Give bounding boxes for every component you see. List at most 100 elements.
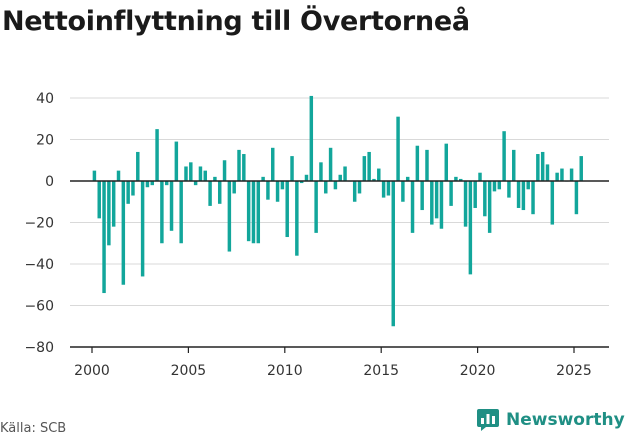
- bar: [352, 181, 357, 202]
- bar: [116, 170, 121, 181]
- bar: [251, 181, 256, 244]
- source-label: Källa: SCB: [0, 421, 67, 436]
- y-tick-label: −80: [24, 340, 54, 356]
- bar: [242, 154, 246, 181]
- bar: [140, 181, 145, 277]
- y-tick-label: −60: [24, 299, 54, 315]
- bar: [396, 116, 400, 181]
- bar: [314, 181, 318, 233]
- bar: [478, 172, 482, 181]
- bar: [516, 181, 521, 208]
- bar: [574, 181, 579, 215]
- bar: [555, 172, 559, 181]
- bar: [121, 181, 126, 285]
- bar: [497, 181, 502, 190]
- chart-title: Nettoinflyttning till Övertorneå: [2, 6, 470, 37]
- bar: [372, 178, 376, 181]
- bar: [136, 151, 140, 181]
- bar: [266, 181, 270, 200]
- bar: [463, 181, 468, 227]
- x-tick-label: 2020: [460, 363, 496, 379]
- bar: [150, 181, 154, 186]
- bar: [579, 156, 583, 181]
- bar: [232, 181, 236, 194]
- brand-logo: Newsworthy: [476, 408, 625, 432]
- bar: [246, 181, 251, 242]
- bar: [198, 166, 203, 181]
- bar: [285, 181, 289, 238]
- bar: [531, 181, 535, 215]
- bar: [131, 181, 135, 196]
- bar: [405, 176, 410, 181]
- bar: [304, 174, 309, 181]
- bar: [367, 151, 371, 181]
- bar: [473, 181, 477, 208]
- bar: [526, 181, 530, 190]
- bar: [217, 181, 222, 204]
- bar: [410, 181, 415, 233]
- bar: [391, 181, 395, 327]
- bar: [295, 181, 299, 256]
- bar: [420, 181, 424, 211]
- bar: [401, 181, 405, 202]
- bar: [362, 156, 367, 181]
- bar: [155, 129, 159, 181]
- bar: [102, 181, 106, 294]
- bar: [381, 181, 386, 198]
- bar: [512, 149, 516, 181]
- bar: [502, 131, 506, 181]
- bar: [430, 181, 434, 225]
- bar: [560, 168, 564, 181]
- bar: [569, 168, 574, 181]
- bar: [275, 181, 280, 202]
- bar: [222, 160, 227, 181]
- bar: [208, 181, 212, 206]
- bar: [160, 181, 164, 244]
- bar: [338, 174, 342, 181]
- bar: [92, 170, 97, 181]
- y-tick-label: −20: [24, 216, 54, 232]
- bar: [193, 181, 198, 186]
- bar: [521, 181, 526, 211]
- bar: [377, 168, 381, 181]
- bar: [328, 147, 333, 181]
- bar: [213, 176, 217, 181]
- y-tick-label: 0: [45, 174, 54, 190]
- bar: [415, 145, 420, 181]
- bar: [237, 149, 241, 181]
- y-tick-label: 20: [36, 133, 54, 149]
- bar: [550, 181, 555, 225]
- bar: [507, 181, 511, 198]
- bar: [174, 141, 179, 181]
- x-tick-label: 2025: [556, 363, 592, 379]
- bar: [357, 181, 362, 194]
- bar: [324, 181, 328, 194]
- y-tick-label: −40: [24, 257, 54, 273]
- bar: [227, 181, 232, 252]
- bar: [169, 181, 174, 231]
- bar: [261, 176, 265, 181]
- bar: [545, 164, 550, 181]
- x-axis-tick-labels: 2000 2005 2010 2015 2020 2025: [74, 347, 592, 379]
- bar: [540, 151, 545, 181]
- bar: [439, 181, 444, 229]
- bar: [107, 181, 111, 246]
- bar: [189, 162, 193, 181]
- bar: [483, 181, 487, 217]
- bar: [97, 181, 101, 219]
- bar: [536, 154, 540, 181]
- bar: [179, 181, 183, 244]
- bar: [458, 178, 463, 181]
- bar: [309, 95, 314, 181]
- bar: [492, 181, 497, 192]
- bar: [145, 181, 150, 188]
- bar: [164, 181, 169, 186]
- x-tick-label: 2005: [171, 363, 207, 379]
- bar: [184, 166, 188, 181]
- x-tick-label: 2000: [74, 363, 110, 379]
- y-tick-label: 40: [36, 91, 54, 107]
- bar: [454, 176, 458, 181]
- y-axis-tick-labels: 40 20 0 −20 −40 −60 −80: [24, 91, 54, 356]
- bar: [468, 181, 473, 275]
